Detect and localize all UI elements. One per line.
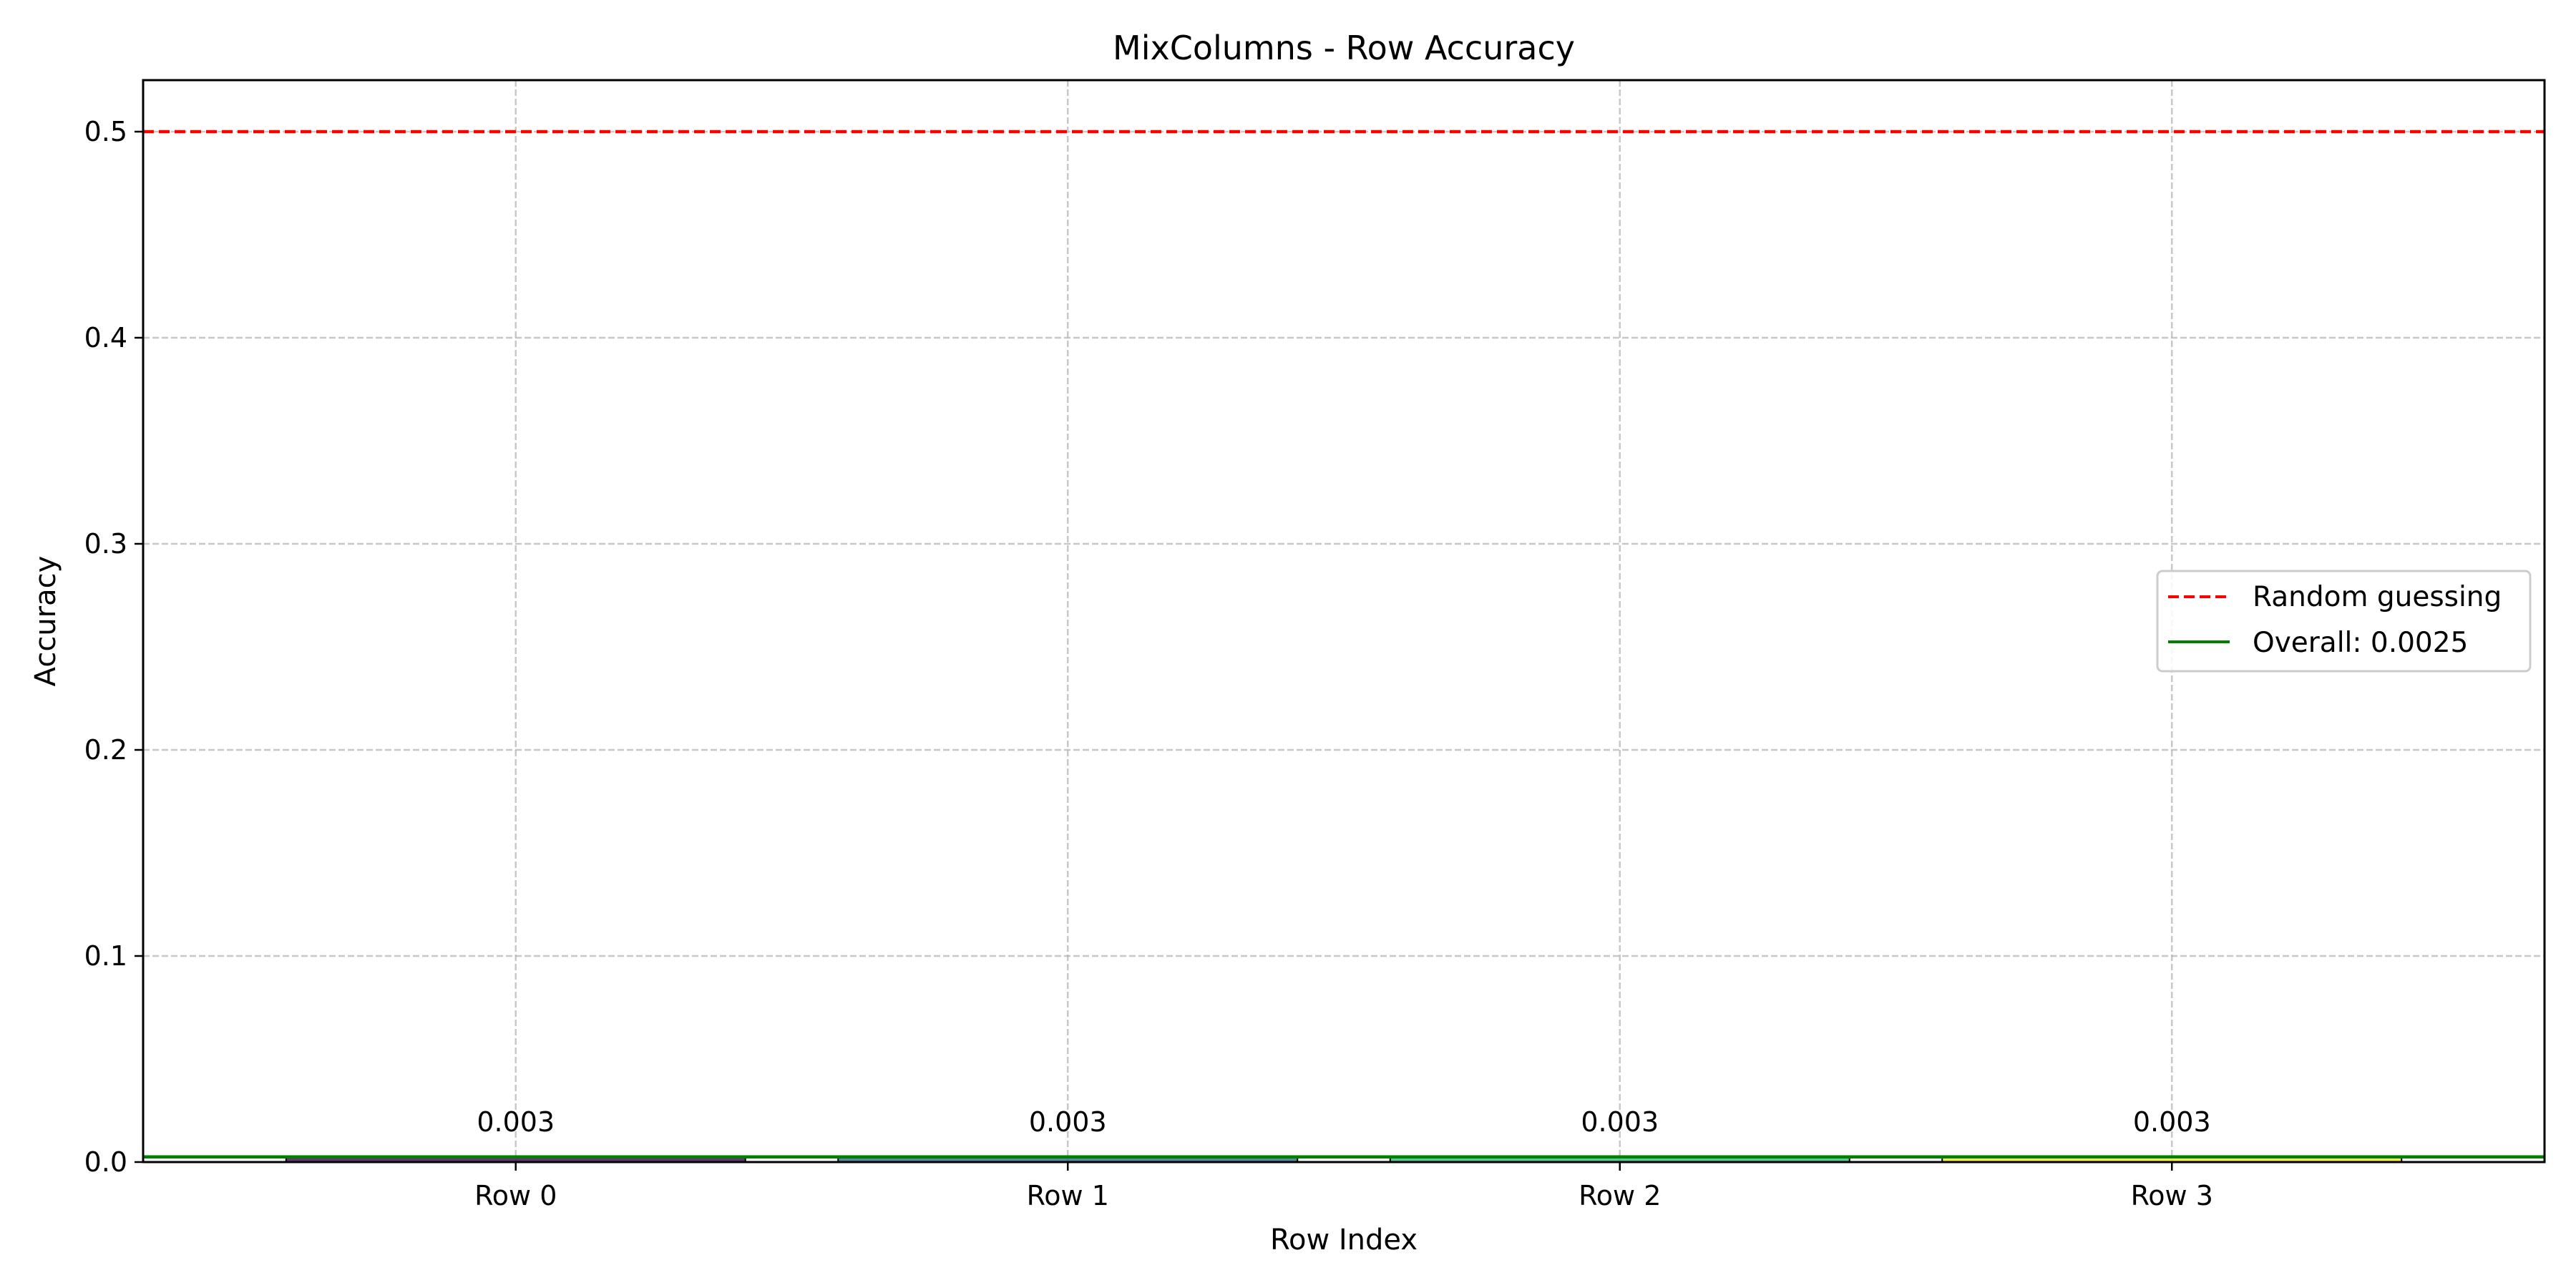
legend: Random guessing Overall: 0.0025: [2156, 570, 2532, 673]
y-tick-label-5: 0.5: [84, 116, 127, 147]
data-label-3: 0.003: [2133, 1106, 2211, 1138]
y-tick-label-2: 0.2: [84, 734, 127, 766]
y-tick-label-3: 0.3: [84, 528, 127, 560]
axis-ticks: 0.0 0.1 0.2 0.3 0.4 0.5 Row 0 Row 1 Row 2 Row 3: [84, 116, 2213, 1211]
legend-box: [2156, 570, 2532, 673]
x-tick-label-0: Row 0: [474, 1180, 557, 1211]
y-tick-label-4: 0.4: [84, 322, 127, 353]
x-axis-label: Row Index: [1270, 1224, 1418, 1257]
y-tick-label-1: 0.1: [84, 940, 127, 972]
legend-entry-random-guessing: Random guessing: [2253, 581, 2502, 613]
x-tick-label-2: Row 2: [1579, 1180, 1661, 1211]
y-axis-label: Accuracy: [29, 556, 62, 687]
plot-frame: [142, 79, 2546, 1163]
data-label-2: 0.003: [1581, 1106, 1659, 1138]
data-label-0: 0.003: [477, 1106, 555, 1138]
x-tick-label-1: Row 1: [1027, 1180, 1109, 1211]
x-tick-label-3: Row 3: [2131, 1180, 2213, 1211]
chart-title: MixColumns - Row Accuracy: [1113, 29, 1575, 67]
reference-lines: [143, 130, 2545, 1159]
legend-entry-overall: Overall: 0.0025: [2253, 627, 2468, 659]
data-label-1: 0.003: [1029, 1106, 1107, 1138]
y-tick-label-0: 0.0: [84, 1146, 127, 1178]
data-labels: 0.003 0.003 0.003 0.003: [477, 1106, 2210, 1138]
